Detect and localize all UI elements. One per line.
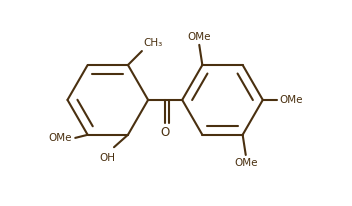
Text: O: O <box>161 126 170 139</box>
Text: CH₃: CH₃ <box>144 38 163 48</box>
Text: OH: OH <box>100 153 116 163</box>
Text: OMe: OMe <box>49 133 72 143</box>
Text: OMe: OMe <box>188 32 211 42</box>
Text: OMe: OMe <box>280 95 303 105</box>
Text: OMe: OMe <box>234 158 258 168</box>
